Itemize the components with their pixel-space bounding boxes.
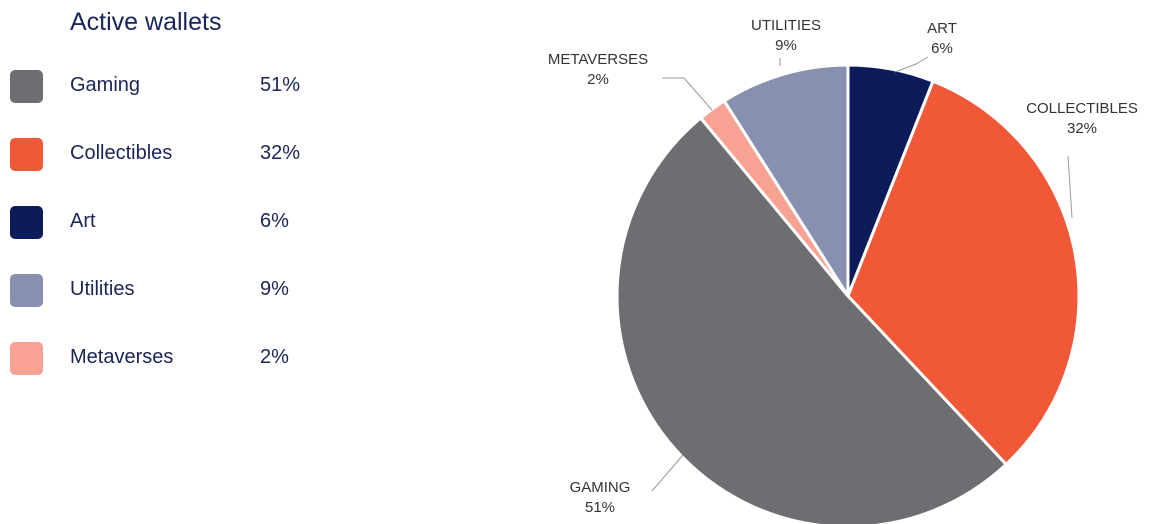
leader-line-art [894,56,929,73]
legend: Gaming 51% Collectibles 32% Art 6% Utili… [10,58,330,398]
legend-item-gaming: Gaming 51% [10,58,330,126]
slice-value-metaverses: 2% [587,71,609,88]
legend-swatch-art [10,206,43,239]
slice-value-art: 6% [931,40,953,57]
legend-swatch-gaming [10,70,43,103]
slice-label-metaverses: METAVERSES [548,51,648,68]
legend-label-collectibles: Collectibles [70,142,173,164]
legend-value-metaverses: 2% [260,346,289,368]
chart-title: Active wallets [70,8,222,36]
pie-slice-utilities [722,63,850,298]
slice-label-utilities: UTILITIES [751,17,821,34]
legend-value-art: 6% [260,210,289,232]
leader-line-metaverses [662,77,713,111]
pie-slice-gaming [615,116,1008,524]
legend-label-art: Art [70,210,96,232]
legend-value-utilities: 9% [260,278,289,300]
legend-swatch-collectibles [10,138,43,171]
legend-value-gaming: 51% [260,74,301,96]
legend-label-metaverses: Metaverses [70,346,174,368]
legend-label-utilities: Utilities [70,278,135,300]
slice-label-art: ART [927,20,957,37]
legend-item-utilities: Utilities 9% [10,262,330,330]
slice-label-collectibles: COLLECTIBLES [1026,100,1138,117]
legend-item-art: Art 6% [10,194,330,262]
legend-swatch-metaverses [10,342,43,375]
pie-slice-collectibles [846,79,1081,466]
legend-item-metaverses: Metaverses 2% [10,330,330,398]
legend-value-collectibles: 32% [260,142,301,164]
slice-label-gaming: GAMING [570,479,631,496]
slice-value-gaming: 51% [585,499,615,516]
legend-label-gaming: Gaming [70,74,141,96]
legend-item-collectibles: Collectibles 32% [10,126,330,194]
slice-value-utilities: 9% [775,37,797,54]
legend-swatch-utilities [10,274,43,307]
leader-line-gaming [651,454,684,492]
leader-line-collectibles [1067,155,1073,219]
slice-value-collectibles: 32% [1067,120,1097,137]
